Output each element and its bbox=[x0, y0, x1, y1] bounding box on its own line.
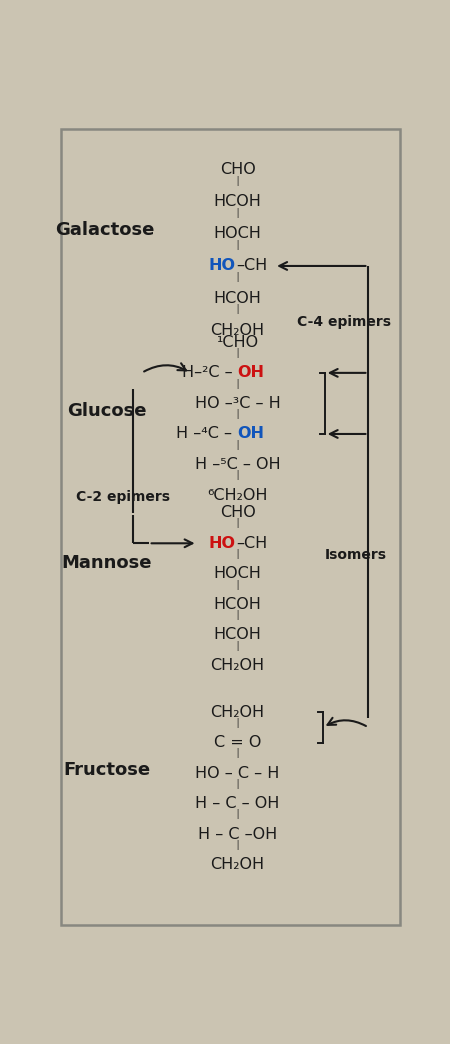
Text: HO: HO bbox=[209, 259, 236, 274]
Text: HO –³C – H: HO –³C – H bbox=[195, 396, 280, 411]
Text: Fructose: Fructose bbox=[63, 761, 150, 779]
Text: H – C – OH: H – C – OH bbox=[195, 797, 280, 811]
Text: HO: HO bbox=[209, 536, 236, 551]
Text: H –⁵C – OH: H –⁵C – OH bbox=[195, 457, 280, 472]
Text: OH: OH bbox=[238, 426, 265, 442]
Text: ❘: ❘ bbox=[234, 240, 242, 251]
Text: CH₂OH: CH₂OH bbox=[211, 857, 265, 873]
Text: CHO: CHO bbox=[220, 505, 256, 520]
Text: ❘: ❘ bbox=[234, 779, 242, 789]
Text: C-4 epimers: C-4 epimers bbox=[297, 315, 391, 329]
Text: –CH: –CH bbox=[236, 259, 267, 274]
Text: ❘: ❘ bbox=[234, 610, 242, 620]
Text: Isomers: Isomers bbox=[324, 548, 387, 563]
Text: ❘: ❘ bbox=[234, 305, 242, 314]
Text: ❘: ❘ bbox=[234, 379, 242, 388]
Text: HCOH: HCOH bbox=[214, 597, 261, 612]
Text: ❘: ❘ bbox=[234, 579, 242, 590]
Text: OH: OH bbox=[238, 365, 265, 380]
Text: HCOH: HCOH bbox=[214, 290, 261, 306]
Text: CH₂OH: CH₂OH bbox=[211, 658, 265, 673]
Text: ❘: ❘ bbox=[234, 549, 242, 559]
Text: ❘: ❘ bbox=[234, 409, 242, 419]
Text: ❘: ❘ bbox=[234, 470, 242, 480]
Text: CHO: CHO bbox=[220, 162, 256, 177]
Text: ⁶CH₂OH: ⁶CH₂OH bbox=[207, 488, 268, 502]
Text: H–²C –: H–²C – bbox=[182, 365, 238, 380]
Text: ❘: ❘ bbox=[234, 641, 242, 650]
Text: HOCH: HOCH bbox=[214, 566, 261, 582]
Text: H –⁴C –: H –⁴C – bbox=[176, 426, 238, 442]
Text: ❘: ❘ bbox=[234, 208, 242, 218]
Text: ❘: ❘ bbox=[234, 809, 242, 820]
Text: HCOH: HCOH bbox=[214, 194, 261, 209]
Text: HCOH: HCOH bbox=[214, 627, 261, 642]
Text: ❘: ❘ bbox=[234, 749, 242, 758]
Text: ❘: ❘ bbox=[234, 440, 242, 450]
Text: HOCH: HOCH bbox=[214, 227, 261, 241]
Text: ❘: ❘ bbox=[234, 840, 242, 850]
Text: ❘: ❘ bbox=[234, 272, 242, 282]
Text: –CH: –CH bbox=[236, 536, 267, 551]
Text: C = O: C = O bbox=[214, 735, 261, 751]
Text: ¹CHO: ¹CHO bbox=[216, 335, 259, 350]
Text: CH₂OH: CH₂OH bbox=[211, 705, 265, 719]
Text: Mannose: Mannose bbox=[62, 554, 152, 572]
Text: CH₂OH: CH₂OH bbox=[211, 323, 265, 338]
Text: Glucose: Glucose bbox=[67, 402, 147, 420]
Text: Galactose: Galactose bbox=[55, 220, 155, 239]
Text: H – C –OH: H – C –OH bbox=[198, 827, 277, 841]
Text: ❘: ❘ bbox=[234, 718, 242, 728]
Text: ❘: ❘ bbox=[234, 175, 242, 186]
Text: ❘: ❘ bbox=[234, 519, 242, 528]
Text: C-2 epimers: C-2 epimers bbox=[76, 490, 170, 503]
Text: ❘: ❘ bbox=[234, 348, 242, 358]
Text: HO – C – H: HO – C – H bbox=[195, 765, 280, 781]
